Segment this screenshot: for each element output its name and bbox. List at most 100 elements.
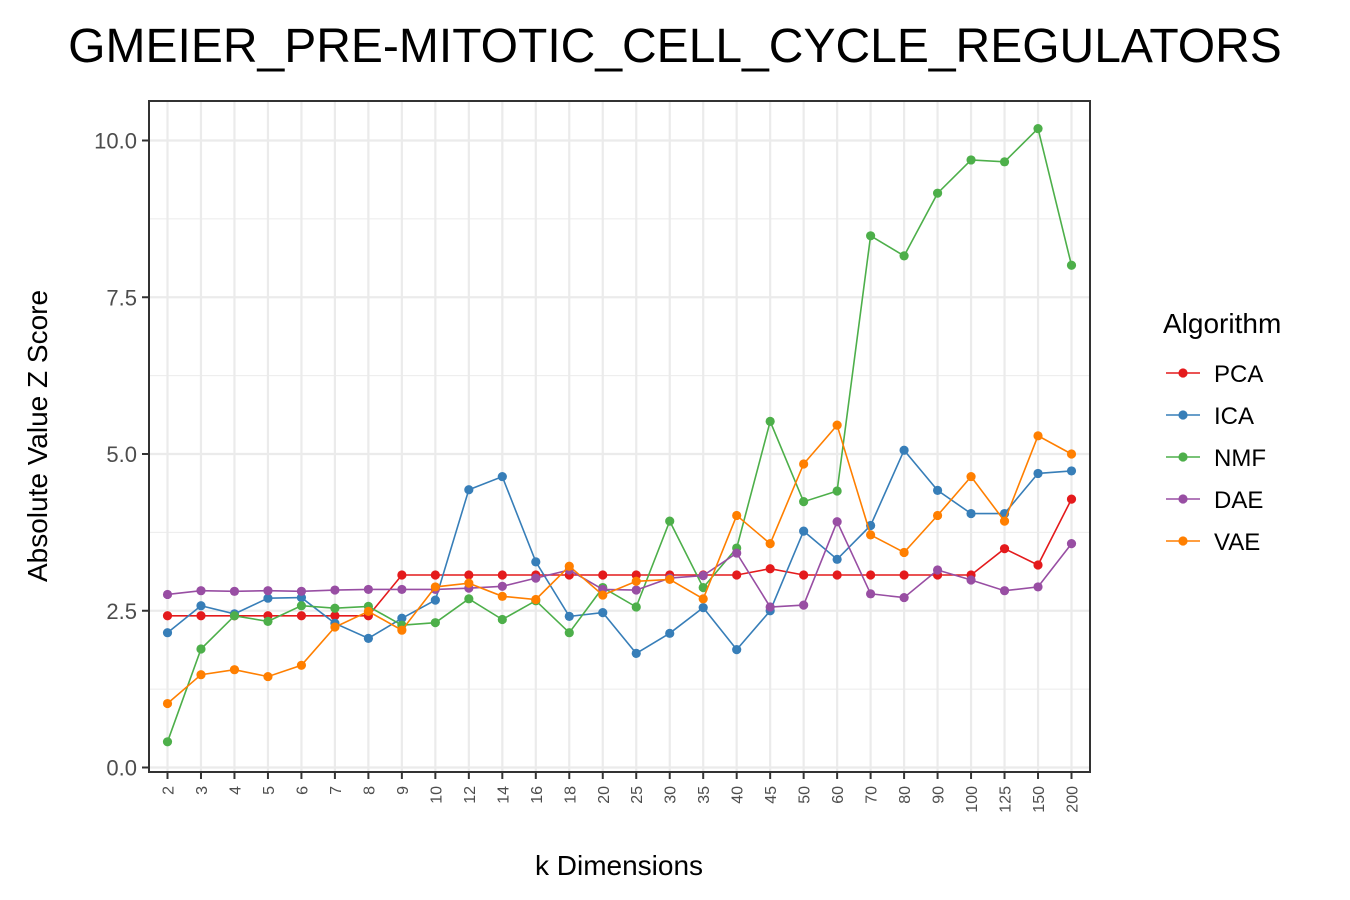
data-point-ica xyxy=(598,608,608,618)
data-point-nmf xyxy=(196,644,206,654)
legend-item-vae: VAE xyxy=(1166,529,1260,556)
data-point-nmf xyxy=(464,594,474,604)
data-point-ica xyxy=(196,601,206,611)
data-point-vae xyxy=(531,594,541,605)
data-point-vae xyxy=(631,576,641,586)
x-tick-label: 80 xyxy=(897,786,914,804)
data-point-ica xyxy=(1033,468,1043,479)
x-tick-label: 30 xyxy=(663,786,680,804)
data-point-pca xyxy=(296,611,307,621)
x-tick-label: 12 xyxy=(462,786,479,804)
data-point-vae xyxy=(363,606,373,616)
data-point-dae xyxy=(899,592,909,603)
x-tick-label: 18 xyxy=(562,786,579,804)
data-point-pca xyxy=(1066,494,1077,504)
series-line-vae xyxy=(166,423,1072,705)
data-point-dae xyxy=(631,585,641,595)
data-point-ica xyxy=(263,593,273,603)
data-point-dae xyxy=(397,584,407,595)
data-point-vae xyxy=(229,665,240,675)
data-point-ica xyxy=(665,628,675,638)
data-point-dae xyxy=(732,548,742,558)
data-point-pca xyxy=(832,570,842,580)
data-point-vae xyxy=(162,698,173,709)
y-axis-title: Absolute Value Z Score xyxy=(22,290,53,582)
legend-key-point xyxy=(1178,536,1188,546)
series-nmf xyxy=(162,123,1077,747)
data-point-nmf xyxy=(296,601,307,611)
data-point-dae xyxy=(296,586,307,596)
x-tick-label: 8 xyxy=(361,786,378,795)
y-axis: 0.0 2.5 5.0 7.5 10.0 xyxy=(94,129,149,781)
data-point-nmf xyxy=(229,611,240,621)
data-point-pca xyxy=(765,564,775,574)
data-point-pca xyxy=(866,570,876,580)
data-point-dae xyxy=(866,589,876,599)
data-point-dae xyxy=(497,581,507,591)
x-tick-label: 6 xyxy=(294,786,311,795)
legend-item-ica: ICA xyxy=(1166,403,1254,430)
data-point-vae xyxy=(464,578,474,588)
x-tick-label: 9 xyxy=(395,786,412,795)
data-point-nmf xyxy=(966,155,976,165)
data-point-nmf xyxy=(932,188,943,198)
data-point-pca xyxy=(330,611,340,621)
data-point-ica xyxy=(732,645,742,655)
legend-item-pca: PCA xyxy=(1166,361,1263,388)
data-point-dae xyxy=(196,586,206,596)
data-point-vae xyxy=(397,625,407,635)
x-tick-label: 35 xyxy=(696,786,713,804)
plot-panel-border xyxy=(148,100,1091,773)
x-tick-label: 40 xyxy=(730,786,747,804)
legend-label: NMF xyxy=(1214,445,1266,472)
legend-label: ICA xyxy=(1214,403,1254,430)
x-tick-label: 5 xyxy=(261,786,278,795)
data-point-pca xyxy=(1033,560,1043,570)
data-point-nmf xyxy=(698,582,708,593)
data-point-nmf xyxy=(765,416,775,426)
legend-label: PCA xyxy=(1214,361,1263,388)
data-point-vae xyxy=(932,510,943,521)
data-point-nmf xyxy=(999,157,1010,167)
data-point-ica xyxy=(162,628,173,638)
data-point-pca xyxy=(464,570,474,580)
series-layer xyxy=(162,123,1077,747)
data-point-nmf xyxy=(832,486,842,496)
data-point-pca xyxy=(397,570,407,580)
x-axis-title: k Dimensions xyxy=(535,850,703,881)
data-point-nmf xyxy=(665,516,675,526)
series-line-pca xyxy=(167,498,1073,617)
series-line-nmf xyxy=(166,127,1073,743)
y-tick-label: 5.0 xyxy=(106,442,137,467)
data-point-pca xyxy=(732,570,742,580)
legend-label: DAE xyxy=(1214,487,1263,514)
data-point-ica xyxy=(531,557,541,567)
legend-title: Algorithm xyxy=(1163,308,1281,339)
x-tick-label: 16 xyxy=(529,786,546,804)
x-tick-label: 25 xyxy=(629,786,646,804)
x-tick-label: 14 xyxy=(495,786,512,804)
data-point-dae xyxy=(765,602,775,612)
y-tick-label: 7.5 xyxy=(106,285,137,310)
x-tick-label: 20 xyxy=(596,786,613,804)
y-tick-label: 2.5 xyxy=(106,599,137,624)
data-point-vae xyxy=(832,420,842,430)
data-point-vae xyxy=(698,594,708,604)
legend: Algorithm PCA ICA NMF DAE VAE xyxy=(1163,308,1281,556)
data-point-ica xyxy=(430,595,440,605)
x-tick-label: 60 xyxy=(830,786,847,804)
data-point-pca xyxy=(196,611,206,621)
data-point-ica xyxy=(932,485,943,495)
data-point-dae xyxy=(932,565,943,575)
data-point-vae xyxy=(866,530,876,540)
data-point-nmf xyxy=(899,251,909,261)
data-point-ica xyxy=(564,611,574,621)
data-point-vae xyxy=(430,582,440,592)
data-point-vae xyxy=(899,547,909,558)
legend-key-point xyxy=(1178,494,1188,504)
x-tick-label: 100 xyxy=(964,786,981,813)
data-point-nmf xyxy=(866,231,876,241)
data-point-ica xyxy=(397,613,407,623)
data-point-vae xyxy=(966,471,976,482)
y-tick-label: 10.0 xyxy=(94,129,137,154)
